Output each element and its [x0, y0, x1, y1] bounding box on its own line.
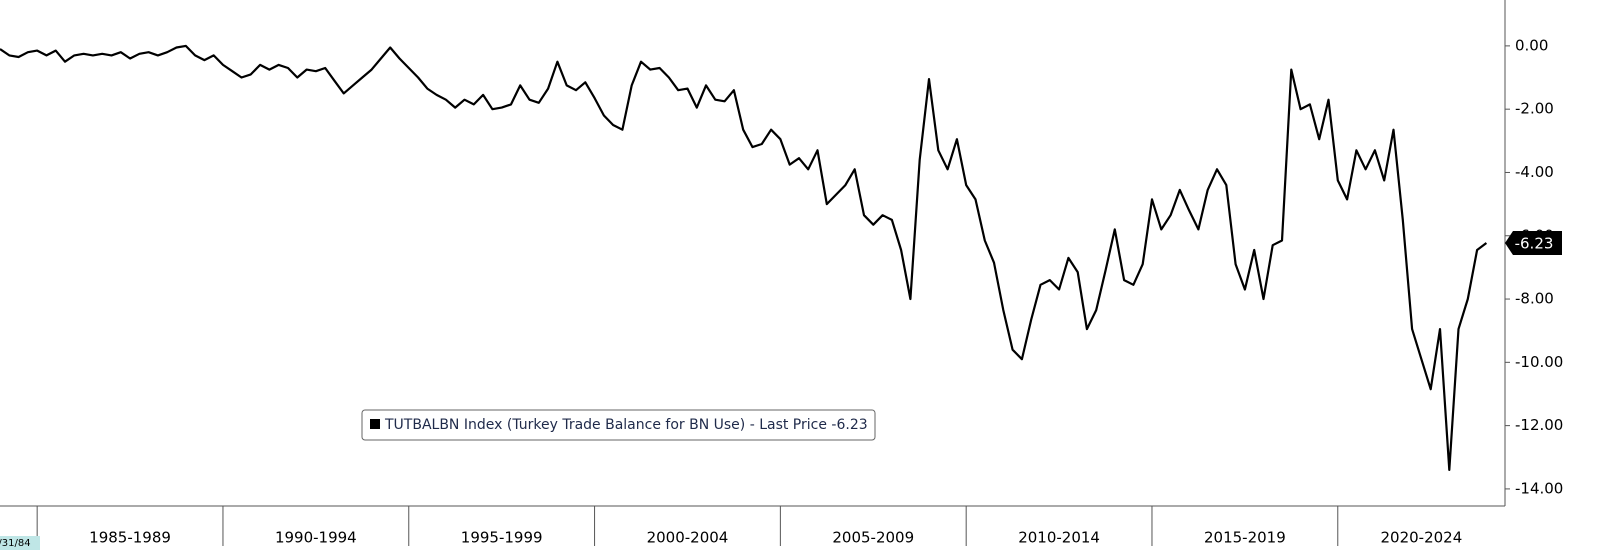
y-tick-label: -10.00	[1515, 353, 1563, 371]
x-tick-label: 2020-2024	[1381, 529, 1463, 547]
start-date-label: 1/31/84	[0, 538, 31, 549]
legend-last-value: -6.23	[831, 417, 867, 433]
x-tick-label: 2000-2004	[647, 529, 729, 547]
legend-name: TUTBALBN Index (Turkey Trade Balance for…	[384, 417, 745, 433]
legend-swatch	[370, 419, 380, 429]
legend-box	[361, 409, 876, 441]
y-tick-label: -2.00	[1515, 100, 1554, 118]
x-tick-label: 1985-1989	[89, 529, 171, 547]
x-tick-label: 1990-1994	[275, 529, 357, 547]
y-tick-label: -4.00	[1515, 163, 1554, 181]
y-tick-label: -14.00	[1515, 479, 1563, 497]
x-tick-label: 2010-2014	[1018, 529, 1100, 547]
last-price-tag	[1505, 231, 1562, 256]
x-tick-label: 2005-2009	[832, 529, 914, 547]
y-tick-label: -12.00	[1515, 416, 1563, 434]
x-tick-label: 2015-2019	[1204, 529, 1286, 547]
legend-last-price-label: - Last Price	[750, 417, 827, 433]
data-line	[0, 44, 1488, 471]
legend-entry: TUTBALBN Index (Turkey Trade Balance for…	[384, 417, 868, 433]
x-tick-label: 1995-1999	[461, 529, 543, 547]
y-tick-label: -8.00	[1515, 290, 1554, 308]
last-price-label: -6.23	[1515, 235, 1554, 253]
start-date-box	[0, 536, 40, 550]
y-tick-label: 0.00	[1515, 36, 1548, 54]
